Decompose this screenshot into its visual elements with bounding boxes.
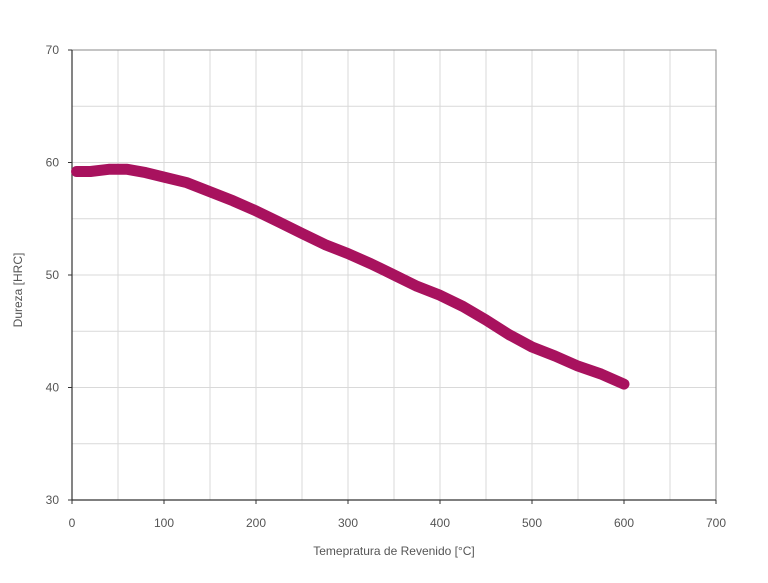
y-tick-label: 50 <box>46 268 60 282</box>
series-line-hardness <box>71 163 630 390</box>
x-tick-label: 0 <box>69 516 76 530</box>
axes <box>68 49 717 504</box>
y-tick-label: 40 <box>46 381 60 395</box>
series-layer <box>71 163 630 390</box>
y-tick-label: 70 <box>46 43 60 57</box>
x-tick-label: 400 <box>430 516 450 530</box>
y-tick-label: 30 <box>46 493 60 507</box>
x-tick-label: 100 <box>154 516 174 530</box>
grid <box>72 50 716 500</box>
x-axis-title: Temepratura de Revenido [°C] <box>313 544 475 558</box>
x-tick-label: 700 <box>706 516 726 530</box>
x-tick-label: 500 <box>522 516 542 530</box>
x-tick-label: 600 <box>614 516 634 530</box>
y-tick-label: 60 <box>46 156 60 170</box>
x-tick-label: 200 <box>246 516 266 530</box>
tick-labels: 0 100 200 300 400 500 600 700 30 40 50 60 70 <box>46 43 727 530</box>
x-tick-label: 300 <box>338 516 358 530</box>
y-axis-title: Dureza [HRC] <box>11 253 25 328</box>
